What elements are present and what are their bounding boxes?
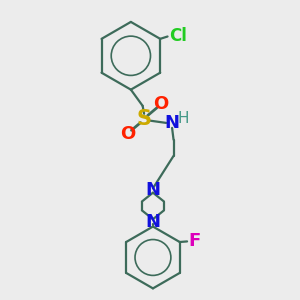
Text: O: O xyxy=(153,95,168,113)
Text: H: H xyxy=(178,111,189,126)
Text: N: N xyxy=(165,115,180,133)
Text: Cl: Cl xyxy=(169,27,187,45)
Text: N: N xyxy=(146,213,160,231)
Text: O: O xyxy=(120,125,136,143)
Text: N: N xyxy=(146,181,160,199)
Text: F: F xyxy=(189,232,201,250)
Text: S: S xyxy=(136,109,152,129)
